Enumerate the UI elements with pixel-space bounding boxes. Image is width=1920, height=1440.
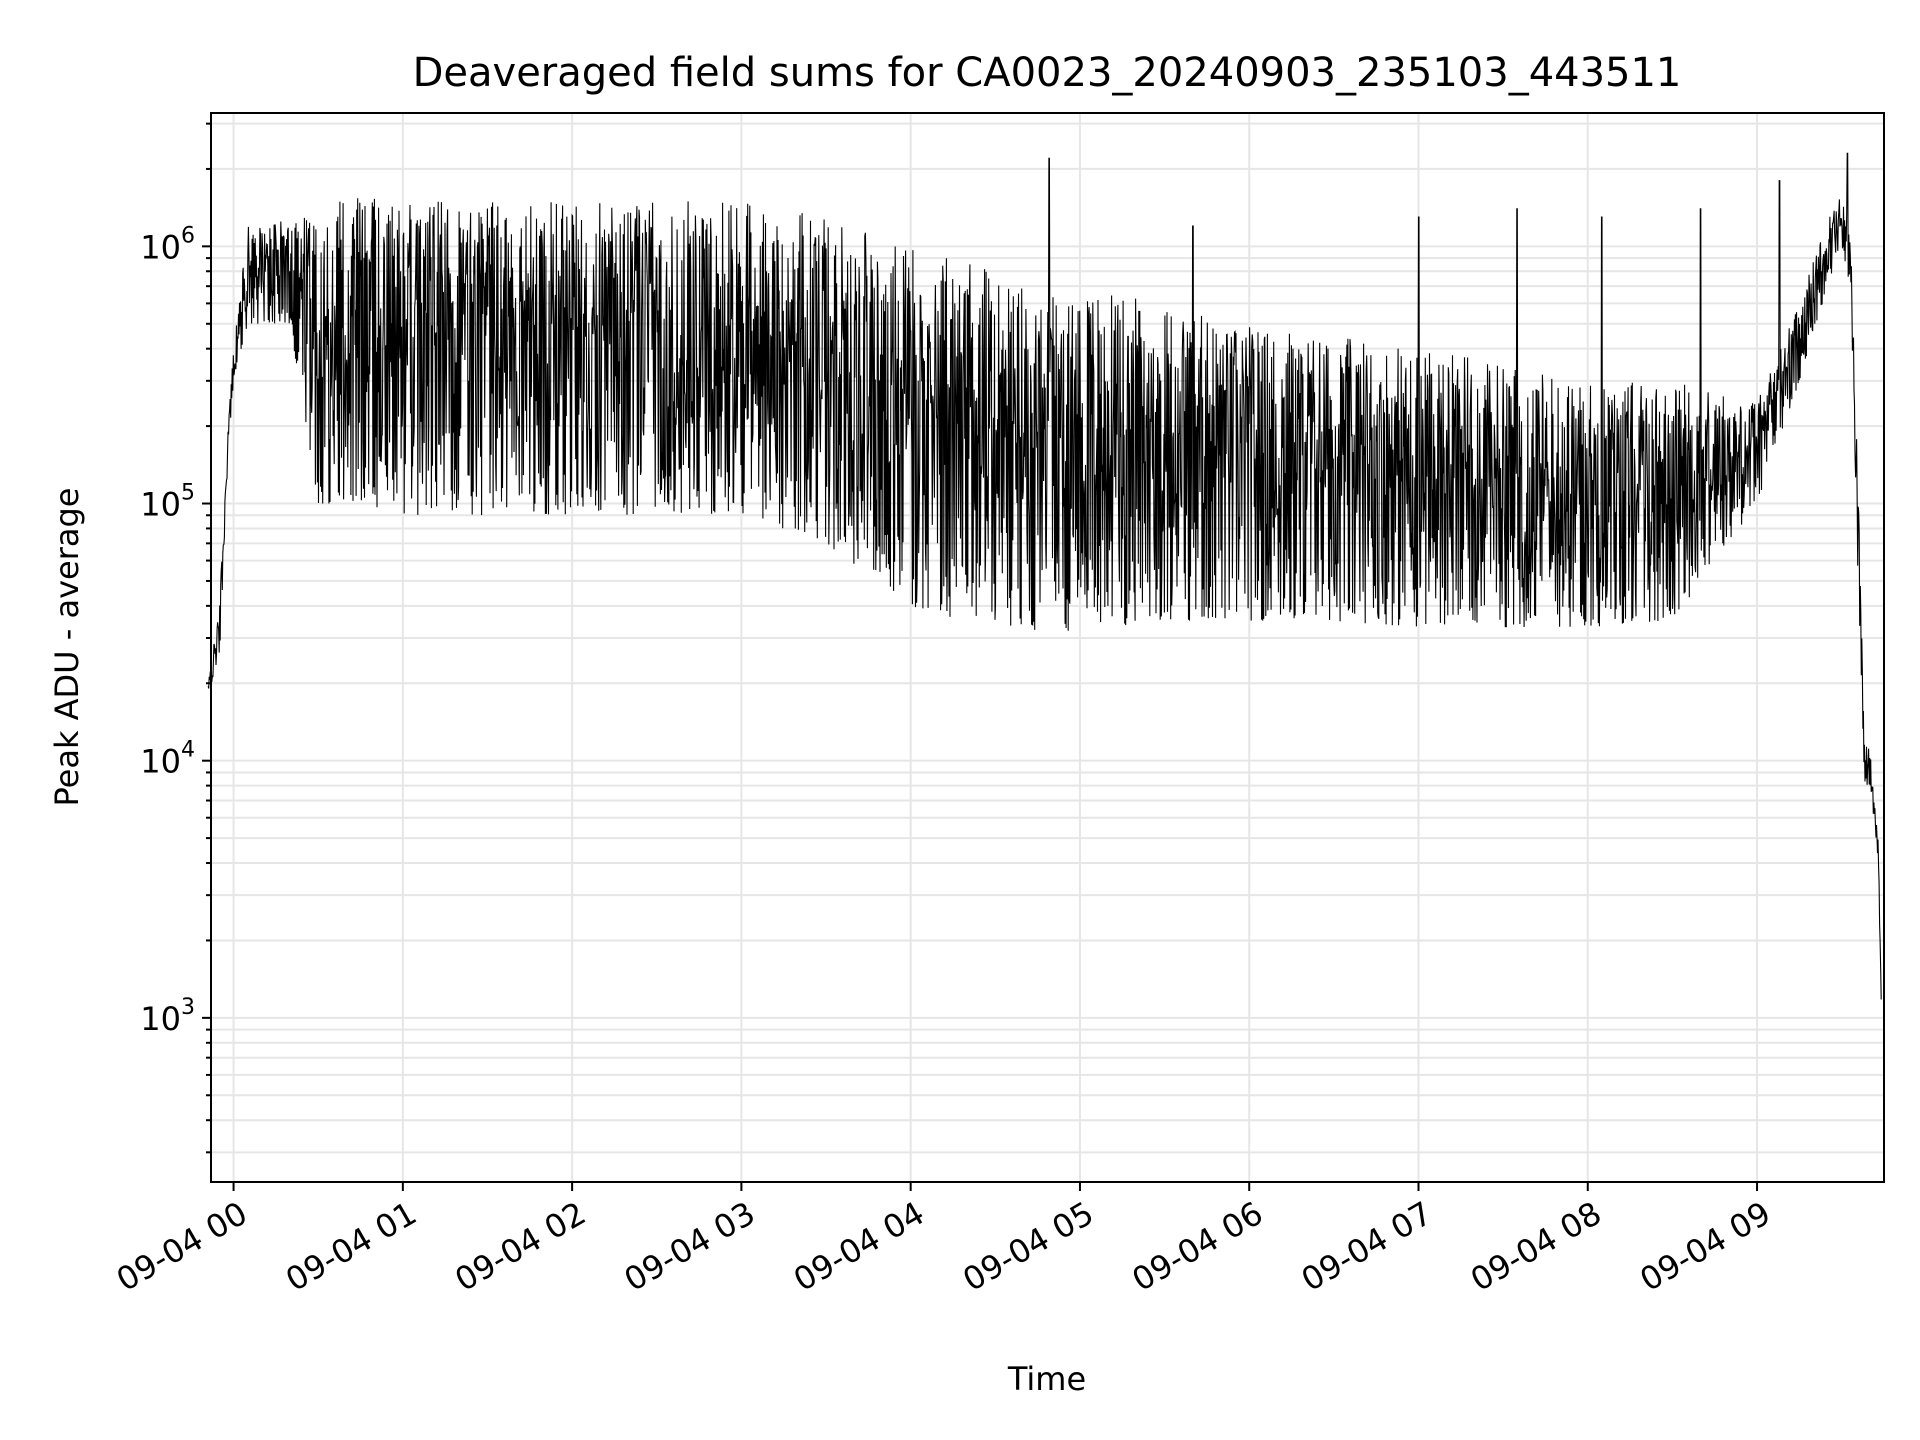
y-tick-base: 10: [140, 1000, 181, 1038]
y-tick-label: 105: [140, 481, 195, 524]
x-tick-label: 09-04 08: [1464, 1194, 1608, 1299]
y-tick-exponent: 3: [181, 995, 195, 1020]
y-axis-label: Peak ADU - average: [48, 488, 86, 807]
y-tick-exponent: 6: [181, 223, 195, 248]
y-tick-exponent: 4: [181, 738, 195, 763]
x-tick-label: 09-04 03: [618, 1194, 762, 1299]
y-tick-label: 104: [140, 738, 195, 781]
plot-frame: [210, 112, 1885, 1183]
x-axis-label: Time: [1007, 1360, 1086, 1398]
series-line: [207, 152, 1882, 1000]
y-tick-base: 10: [140, 486, 181, 524]
y-tick-base: 10: [140, 228, 181, 266]
y-tick-exponent: 5: [181, 481, 195, 506]
y-tick-label: 103: [140, 995, 195, 1038]
x-tick-label: 09-04 09: [1633, 1194, 1777, 1299]
series-group: [207, 152, 1882, 1000]
x-tick-label: 09-04 07: [1295, 1194, 1439, 1299]
x-tick-label: 09-04 05: [956, 1194, 1100, 1299]
x-axis: 09-04 00 09-04 01 09-04 02 09-04 03 09-04 04…: [110, 1182, 1777, 1299]
x-tick-label: 09-04 02: [449, 1194, 593, 1299]
y-tick-base: 10: [140, 743, 181, 781]
x-tick-label: 09-04 06: [1126, 1194, 1270, 1299]
chart-title: Deaveraged field sums for CA0023_2024090…: [413, 50, 1682, 96]
y-tick-label: 106: [140, 223, 195, 266]
x-tick-label: 09-04 04: [787, 1194, 931, 1299]
x-tick-label: 09-04 01: [279, 1194, 423, 1299]
x-tick-label: 09-04 00: [110, 1194, 254, 1299]
